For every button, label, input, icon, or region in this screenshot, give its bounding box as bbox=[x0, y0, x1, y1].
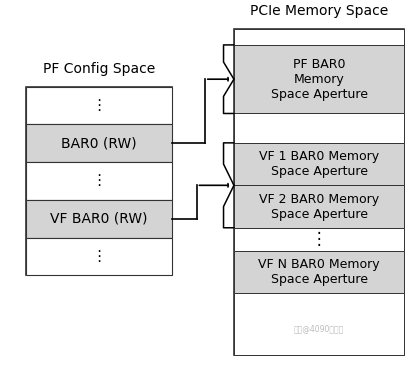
Bar bbox=[26, 200, 172, 237]
Bar bbox=[234, 143, 404, 185]
Text: PF BAR0
Memory
Space Aperture: PF BAR0 Memory Space Aperture bbox=[270, 58, 367, 101]
Bar bbox=[26, 87, 172, 275]
Text: ⋮: ⋮ bbox=[92, 174, 107, 188]
Bar bbox=[234, 185, 404, 228]
Bar bbox=[234, 29, 404, 355]
Bar bbox=[234, 251, 404, 293]
Bar bbox=[26, 162, 172, 200]
Text: VF 1 BAR0 Memory
Space Aperture: VF 1 BAR0 Memory Space Aperture bbox=[259, 150, 379, 178]
Text: PF Config Space: PF Config Space bbox=[43, 62, 155, 76]
Bar bbox=[234, 45, 404, 114]
Text: PCIe Memory Space: PCIe Memory Space bbox=[250, 4, 388, 18]
Text: 知乎@4090家用机: 知乎@4090家用机 bbox=[294, 324, 344, 333]
Text: ⋮: ⋮ bbox=[92, 249, 107, 264]
Bar bbox=[26, 87, 172, 124]
Text: ⋮: ⋮ bbox=[92, 98, 107, 113]
Text: BAR0 (RW): BAR0 (RW) bbox=[61, 136, 137, 150]
Text: VF 2 BAR0 Memory
Space Aperture: VF 2 BAR0 Memory Space Aperture bbox=[259, 193, 379, 220]
Bar bbox=[234, 293, 404, 355]
Bar bbox=[26, 124, 172, 162]
Bar bbox=[26, 237, 172, 275]
Bar bbox=[234, 114, 404, 143]
Text: VF N BAR0 Memory
Space Aperture: VF N BAR0 Memory Space Aperture bbox=[258, 258, 380, 286]
Text: VF BAR0 (RW): VF BAR0 (RW) bbox=[50, 212, 148, 226]
Bar bbox=[234, 228, 404, 251]
Text: ⋮: ⋮ bbox=[311, 230, 327, 248]
Bar bbox=[234, 29, 404, 45]
